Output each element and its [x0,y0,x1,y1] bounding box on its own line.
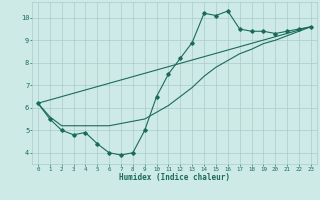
X-axis label: Humidex (Indice chaleur): Humidex (Indice chaleur) [119,173,230,182]
